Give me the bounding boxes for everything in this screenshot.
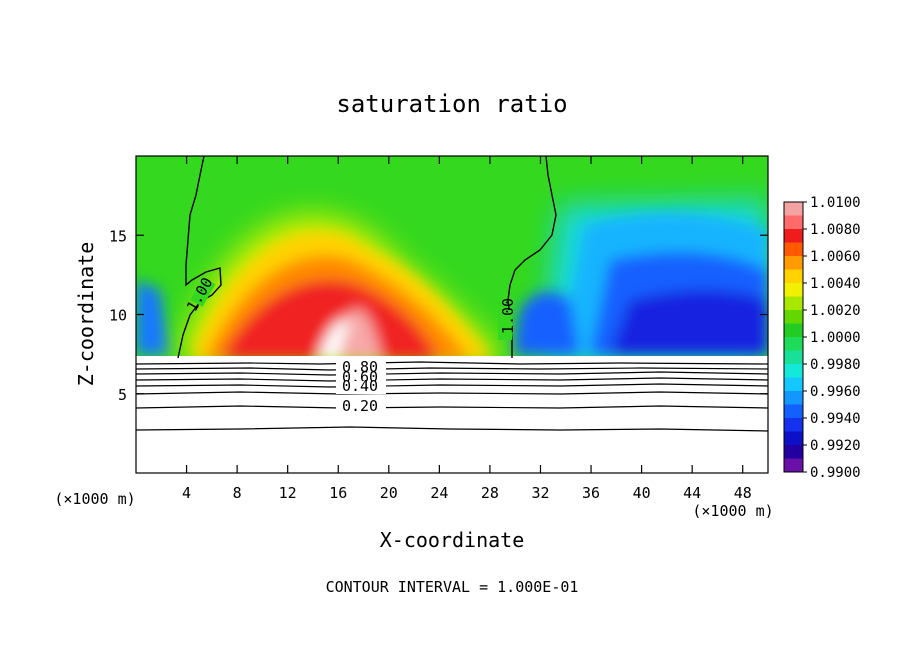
colorbar: 1.0100 1.0080 1.0060 1.0040 1.0020 1.0000 0.99…	[783, 195, 861, 481]
colorbar-swatch	[784, 310, 803, 324]
chart-title: saturation ratio	[336, 90, 567, 118]
colorbar-swatch	[784, 202, 803, 216]
x-tick-label: 16	[329, 484, 347, 502]
colorbar-swatch	[784, 458, 803, 473]
colorbar-swatch	[784, 229, 803, 243]
y-tick-label: 15	[109, 227, 127, 245]
x-tick-label: 24	[430, 484, 448, 502]
x-tick-label: 32	[531, 484, 549, 502]
colorbar-swatch	[784, 404, 803, 419]
x-axis-label: X-coordinate	[380, 528, 525, 552]
colorbar-swatch	[784, 323, 803, 338]
colorbar-swatch	[784, 445, 803, 459]
colorbar-label: 1.0040	[810, 276, 861, 292]
colorbar-swatch	[784, 431, 803, 446]
colorbar-swatch	[784, 215, 803, 230]
x-tick-label: 36	[582, 484, 600, 502]
heatmap-field	[136, 156, 768, 473]
colorbar-label: 1.0080	[810, 222, 861, 238]
colorbar-label: 0.9900	[810, 465, 861, 481]
colorbar-label: 0.9940	[810, 411, 861, 427]
colorbar-label: 1.0020	[810, 303, 861, 319]
colorbar-swatch	[784, 269, 803, 284]
x-tick-label: 4	[182, 484, 191, 502]
x-unit-left: (×1000 m)	[54, 490, 135, 508]
colorbar-swatch	[784, 418, 803, 432]
colorbar-label: 0.9980	[810, 357, 861, 373]
contour-interval-note: CONTOUR INTERVAL = 1.000E-01	[326, 578, 579, 596]
x-axis: 4 8 12 16 20 24 28 32 36 40 44 48	[182, 156, 752, 502]
x-tick-label: 40	[633, 484, 651, 502]
y-axis-label: Z-coordinate	[74, 242, 98, 387]
x-tick-label: 12	[279, 484, 297, 502]
x-tick-label: 20	[380, 484, 398, 502]
colorbar-swatch	[784, 377, 803, 392]
colorbar-swatch	[784, 242, 803, 257]
y-axis: 5 10 15	[109, 227, 768, 404]
colorbar-swatch	[784, 391, 803, 405]
colorbar-label: 0.9920	[810, 438, 861, 454]
contour-label-2: 1.00	[499, 298, 517, 334]
x-tick-label: 8	[233, 484, 242, 502]
contour-label-5: 0.40	[342, 377, 378, 395]
y-tick-label: 10	[109, 307, 127, 325]
y-tick-label: 5	[118, 386, 127, 404]
colorbar-swatch	[784, 337, 803, 351]
colorbar-swatch	[784, 296, 803, 311]
colorbar-label: 1.0060	[810, 249, 861, 265]
x-tick-label: 28	[481, 484, 499, 502]
colorbar-swatch	[784, 283, 803, 297]
x-tick-label: 48	[734, 484, 752, 502]
x-unit-right: (×1000 m)	[692, 502, 773, 520]
colorbar-label: 1.0100	[810, 195, 861, 211]
colorbar-swatch	[784, 364, 803, 378]
colorbar-swatch	[784, 350, 803, 365]
colorbar-label: 0.9960	[810, 384, 861, 400]
contour-label-3: 0.80	[342, 358, 378, 376]
contour-label-6: 0.20	[342, 397, 378, 415]
x-tick-label: 44	[683, 484, 701, 502]
colorbar-label: 1.0000	[810, 330, 861, 346]
colorbar-swatch	[784, 256, 803, 270]
